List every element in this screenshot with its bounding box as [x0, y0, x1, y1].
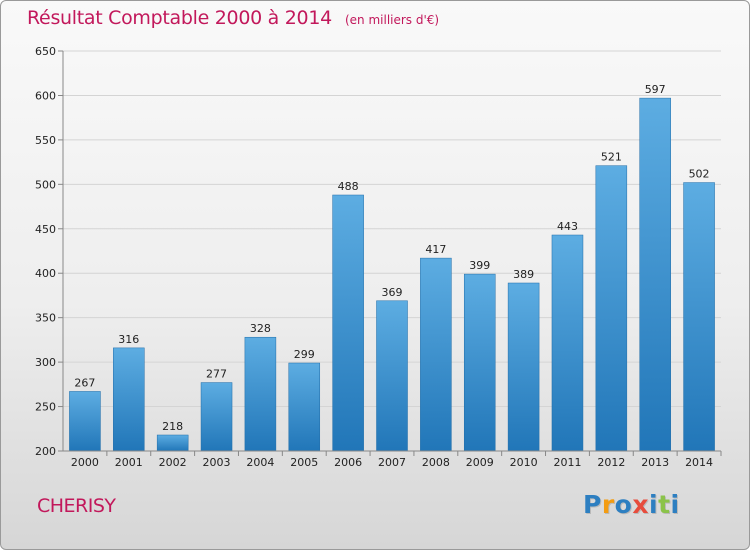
- bar-2009: [463, 273, 496, 452]
- x-tick-label: 2006: [334, 456, 362, 469]
- bar-2007: [376, 300, 408, 452]
- y-tick-label: 650: [35, 45, 56, 58]
- value-label: 502: [689, 168, 710, 181]
- y-tick-label: 450: [35, 223, 56, 236]
- bar-2012: [595, 165, 628, 452]
- bar-2002: [156, 434, 189, 452]
- value-label: 316: [118, 333, 139, 346]
- bar-2011: [551, 234, 584, 452]
- value-label: 267: [74, 376, 95, 389]
- y-tick-label: 200: [35, 445, 56, 458]
- logo-letter: x: [632, 490, 649, 519]
- value-label: 389: [513, 268, 534, 281]
- logo-letter: r: [601, 490, 615, 519]
- value-label: 369: [382, 286, 403, 299]
- commune-name: CHERISY: [37, 495, 116, 517]
- chart-title: Résultat Comptable 2000 à 2014: [27, 7, 332, 29]
- x-axis: 2000 2001 2002 2003 2004 2005 2006 2007 2008 2009…: [63, 450, 722, 469]
- chart-subtitle: (en milliers d'€): [344, 13, 440, 27]
- logo-letter: t: [658, 490, 671, 519]
- proxiti-logo: Proxiti: [583, 490, 680, 519]
- value-label: 597: [645, 83, 666, 96]
- y-tick-label: 350: [35, 312, 56, 325]
- y-tick-label: 500: [35, 178, 56, 191]
- logo-letter: P: [583, 490, 602, 519]
- y-tick-label: 400: [35, 267, 56, 280]
- y-tick-label: 300: [35, 356, 56, 369]
- y-axis: 200 250 300 350 400 450 500 550 600 650: [35, 45, 64, 458]
- y-tick-label: 250: [35, 401, 56, 414]
- value-label: 399: [469, 259, 490, 272]
- value-label: 277: [206, 368, 227, 381]
- x-tick-label: 2014: [685, 456, 713, 469]
- bar-2000: [69, 391, 101, 452]
- bar-2004: [244, 336, 277, 452]
- x-tick-label: 2011: [553, 456, 581, 469]
- value-label: 417: [425, 243, 446, 256]
- bar-2013: [639, 97, 671, 452]
- bar-2001: [113, 347, 145, 452]
- logo-letter: i: [670, 490, 680, 519]
- bar-2014: [683, 182, 715, 452]
- x-tick-label: 2000: [71, 456, 99, 469]
- y-tick-label: 550: [35, 134, 56, 147]
- x-tick-label: 2007: [378, 456, 406, 469]
- x-tick-label: 2005: [290, 456, 318, 469]
- x-tick-label: 2013: [641, 456, 669, 469]
- bar-2006: [332, 194, 364, 452]
- bar-2003: [200, 382, 233, 452]
- x-tick-label: 2004: [246, 456, 274, 469]
- value-label: 299: [294, 348, 315, 361]
- x-tick-label: 2009: [466, 456, 494, 469]
- bars: 267 316 218 277 328 299 488 369 417 399 389 443 521 5…: [69, 83, 715, 452]
- y-tick-label: 600: [35, 89, 56, 102]
- title-row: Résultat Comptable 2000 à 2014 (en milli…: [27, 7, 439, 29]
- value-label: 488: [338, 180, 359, 193]
- x-tick-label: 2001: [115, 456, 143, 469]
- value-label: 443: [557, 220, 578, 233]
- x-tick-label: 2003: [203, 456, 231, 469]
- value-label: 521: [601, 151, 622, 164]
- logo-letter: o: [614, 490, 633, 519]
- value-label: 218: [162, 420, 183, 433]
- bar-2005: [288, 362, 321, 452]
- x-tick-label: 2012: [597, 456, 625, 469]
- x-tick-label: 2002: [159, 456, 187, 469]
- bar-2008: [420, 257, 452, 452]
- bar-2010: [507, 282, 540, 452]
- value-label: 328: [250, 322, 271, 335]
- x-tick-label: 2010: [510, 456, 538, 469]
- logo-letter: i: [649, 490, 659, 519]
- x-tick-label: 2008: [422, 456, 450, 469]
